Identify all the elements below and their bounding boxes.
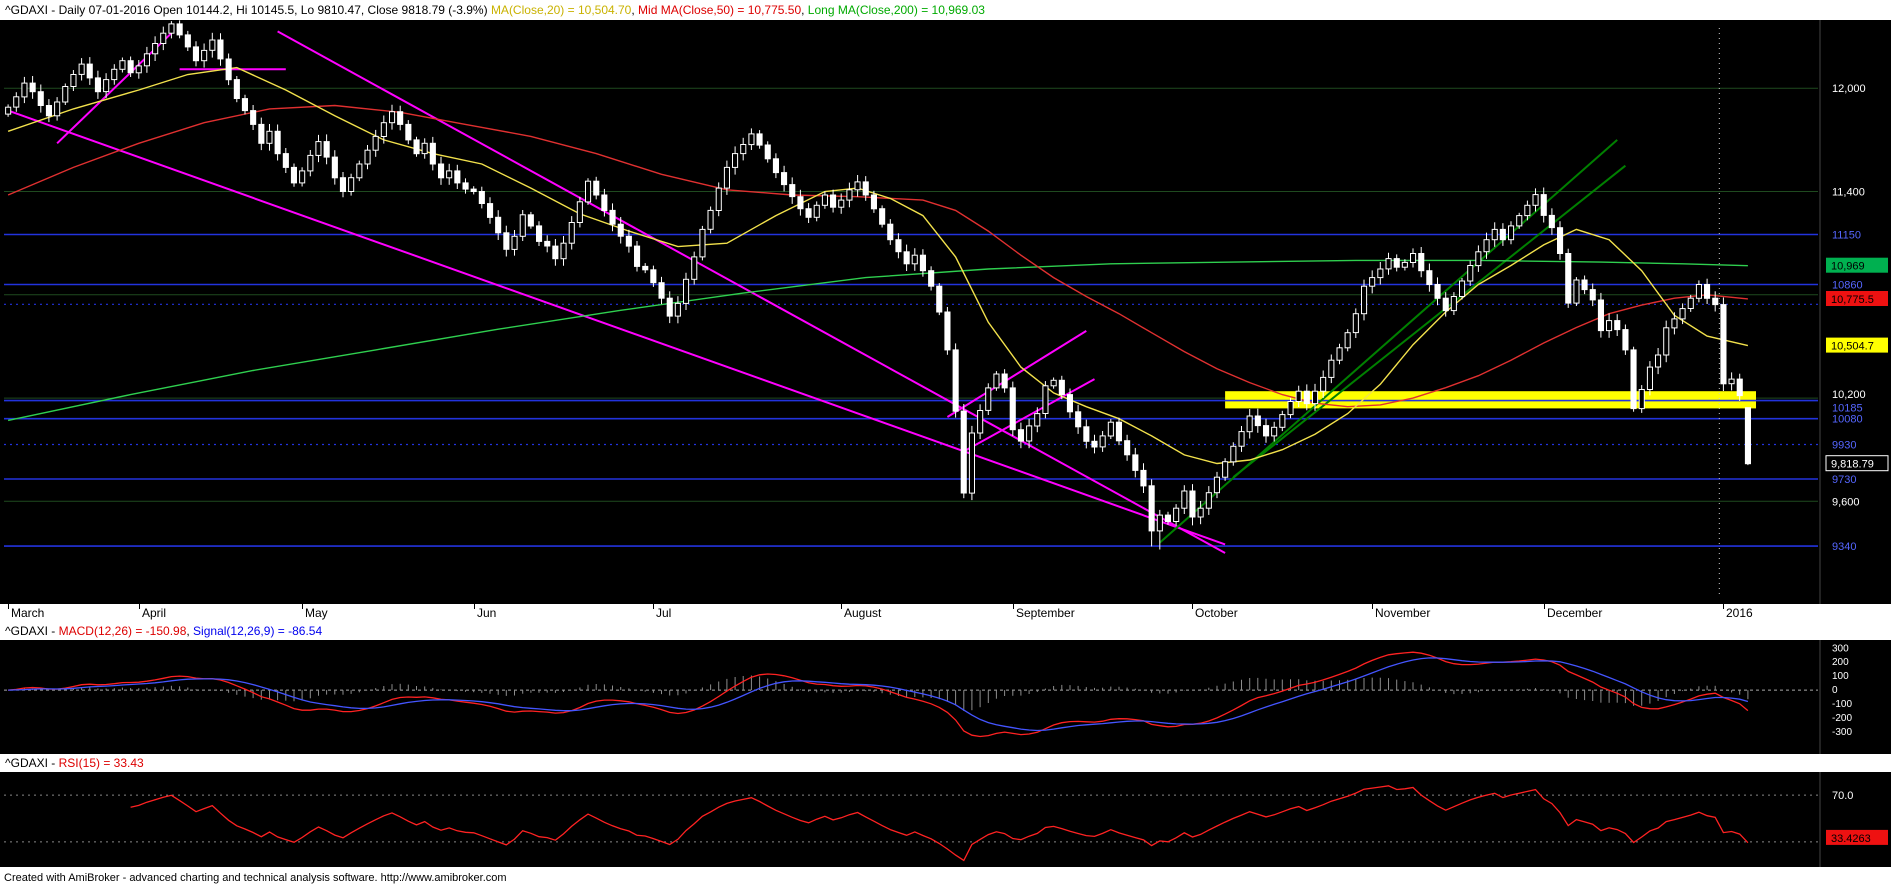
main-price-chart[interactable]: 12,00011,40010,2009,60011150108601018510… [0,20,1891,604]
svg-text:11,400: 11,400 [1832,187,1865,199]
date-axis[interactable]: March April May Jun Jul August September Octobe… [0,604,1891,622]
svg-text:300: 300 [1832,643,1849,654]
ma20-title: MA(Close,20) = 10,504.70 [490,3,632,17]
rsi-value-box [1826,829,1888,845]
moving-average-lines [7,66,1749,465]
signal-line [8,657,1749,732]
month-label: April [142,606,167,620]
month-label: 2016 [1726,606,1753,620]
svg-text:10,200: 10,200 [1832,389,1866,401]
rsi-value-label: RSI(15) = 33.43 [58,756,144,770]
svg-text:9,818.79: 9,818.79 [1831,459,1874,471]
month-tick [474,604,475,609]
rsi-level-lines [4,794,1818,843]
svg-text:-300: -300 [1832,727,1852,738]
month-tick [841,604,842,609]
svg-text:10,504.7: 10,504.7 [1831,341,1874,353]
axis-value-box [1826,337,1888,353]
rsi-70-label: 70.0 [1832,790,1853,802]
macd-value-label: MACD(12,26) = -150.98 [58,624,187,638]
horizontal-levels [4,233,1818,547]
ma50-line [7,104,1748,408]
svg-text:11150: 11150 [1832,230,1861,242]
month-tick [1192,604,1193,609]
macd-symbol-label: ^GDAXI - [5,624,59,638]
month-tick [8,604,9,609]
svg-text:-200: -200 [1832,713,1852,724]
svg-text:9,600: 9,600 [1832,496,1860,508]
rsi-symbol-label: ^GDAXI - [5,756,59,770]
month-tick [653,604,654,609]
month-label: May [305,606,328,620]
signal-value-label: Signal(12,26,9) = -86.54 [193,624,323,638]
month-tick [1544,604,1545,609]
svg-text:0: 0 [1832,685,1838,696]
svg-text:9930: 9930 [1832,440,1856,452]
month-label: October [1195,606,1238,620]
price-title: ^GDAXI - Daily 07-01-2016 Open 10144.2, … [5,3,491,17]
macd-indicator-chart[interactable]: 300 200 100 0 -100 -200 -300 [0,640,1891,754]
candlesticks [5,20,1752,550]
ma20-line [7,66,1749,465]
svg-text:33.4263: 33.4263 [1831,833,1871,845]
price-axis: 12,00011,40010,2009,60011150108601018510… [1825,83,1889,553]
month-tick [1372,604,1373,609]
month-label: September [1016,606,1075,620]
chart-title-bar: ^GDAXI - Daily 07-01-2016 Open 10144.2, … [0,0,1891,20]
month-tick [302,604,303,609]
trendlines [7,30,1627,554]
svg-text:10185: 10185 [1832,403,1863,415]
axis-value-box [1825,455,1889,472]
footer-credit: Created with AmiBroker - advanced charti… [0,867,1891,892]
rsi-title-bar: ^GDAXI - RSI(15) = 33.43 [0,754,1891,772]
axis-value-box [1826,291,1888,306]
macd-separator: , [186,624,194,638]
month-label: March [11,606,45,620]
svg-text:9730: 9730 [1832,474,1856,486]
month-tick [139,604,140,609]
title-separator: , [631,3,639,17]
axis-value-box [1826,257,1888,273]
macd-histogram [15,675,1749,711]
footer-text: Created with AmiBroker - advanced charti… [4,872,507,884]
month-tick [1013,604,1014,609]
svg-text:-100: -100 [1832,699,1852,710]
month-label: Jun [477,606,497,620]
svg-text:9340: 9340 [1832,541,1856,553]
ma200-title: Long MA(Close,200) = 10,969.03 [807,3,985,17]
svg-text:10,969: 10,969 [1831,261,1865,273]
ma50-title: Mid MA(Close,50) = 10,775.50 [638,3,802,17]
title-separator: , [801,3,808,17]
svg-text:10860: 10860 [1832,280,1863,292]
macd-title-bar: ^GDAXI - MACD(12,26) = -150.98, Signal(1… [0,622,1891,640]
month-label: November [1375,606,1431,620]
rsi-indicator-chart[interactable]: 70.0 33.4263 [0,772,1891,867]
svg-text:10,775.5: 10,775.5 [1831,294,1874,306]
svg-text:12,000: 12,000 [1832,83,1866,95]
macd-line [8,651,1749,738]
month-label: Jul [656,606,672,620]
month-label: August [844,606,882,620]
month-tick [1723,604,1724,609]
ma200-line [7,259,1748,422]
month-label: December [1547,606,1603,620]
svg-text:100: 100 [1832,671,1849,682]
svg-text:200: 200 [1832,657,1849,668]
rsi-line [130,785,1749,862]
svg-text:10080: 10080 [1832,414,1863,426]
macd-axis: 300 200 100 0 -100 -200 -300 [1832,643,1852,738]
